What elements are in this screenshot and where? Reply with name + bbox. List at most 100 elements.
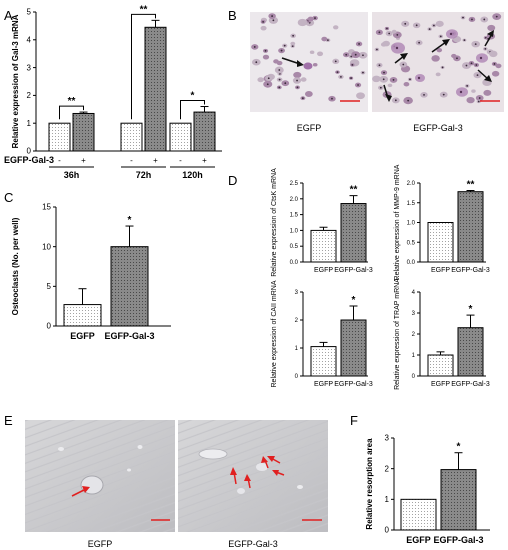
cell-nucleus xyxy=(471,18,473,21)
cell-nucleus xyxy=(301,97,304,100)
bar xyxy=(144,26,167,152)
osteoclast-nucleus xyxy=(459,90,463,94)
chart-d-caii: 0 1 2 3 Relative expression of CAII mRNA EGFP… xyxy=(271,280,373,388)
y-axis-label: Relative expression of CtsK mRNA xyxy=(271,168,278,277)
cell xyxy=(431,55,440,62)
cell-nucleus xyxy=(253,46,256,48)
bar xyxy=(400,498,437,531)
cell xyxy=(317,51,324,57)
significance-marker: * xyxy=(128,215,132,226)
category-label: EGFP xyxy=(406,535,431,545)
cell-nucleus xyxy=(262,20,265,23)
cell-nucleus xyxy=(336,71,339,74)
y-tick-label: 1.0 xyxy=(290,228,299,234)
osteoclast-nucleus xyxy=(395,46,399,50)
caption-b-egfp-gal3: EGFP-Gal-3 xyxy=(413,123,463,133)
y-tick-label: 1.5 xyxy=(290,213,299,219)
cell-nucleus xyxy=(474,43,477,46)
cell-nucleus xyxy=(334,60,337,63)
bar xyxy=(169,122,192,152)
cell-nucleus xyxy=(379,86,382,89)
cell xyxy=(262,54,270,60)
category-label: EGFP-Gal-3 xyxy=(104,331,154,341)
y-axis-label: Relative expression of TRAP mRNA xyxy=(394,278,401,390)
cell xyxy=(290,41,296,46)
cell-nucleus xyxy=(291,45,294,48)
cell-nucleus xyxy=(476,74,479,77)
cell-nucleus xyxy=(327,39,329,42)
panel-label-f: F xyxy=(350,413,358,428)
bar-sign-label: - xyxy=(58,156,61,165)
bar xyxy=(110,246,149,327)
y-tick-label: 0 xyxy=(27,147,32,156)
cell xyxy=(333,25,339,30)
cell xyxy=(321,36,328,42)
chart-c: 0 5 10 15 Osteoclasts (No. per well) EGFP EGFP… xyxy=(11,203,171,341)
cell-nucleus xyxy=(483,18,486,21)
significance-marker: * xyxy=(191,91,195,102)
category-label: EGFP xyxy=(431,381,450,388)
category-label: EGFP-Gal-3 xyxy=(433,535,483,545)
y-tick-label: 2 xyxy=(385,464,390,473)
cell xyxy=(387,83,393,88)
y-tick-label: 3 xyxy=(27,63,32,72)
cell-nucleus xyxy=(284,82,287,85)
cell-nucleus xyxy=(357,84,359,86)
cell xyxy=(435,72,441,77)
cell xyxy=(309,50,315,55)
y-tick-label: 3 xyxy=(295,290,299,296)
y-tick-label: 3 xyxy=(412,311,416,317)
micrograph-b-egfp xyxy=(250,12,368,112)
cell-nucleus xyxy=(386,27,388,30)
osteoclast-nucleus xyxy=(449,32,453,36)
significance-bracket xyxy=(59,105,84,120)
y-tick-label: 1.5 xyxy=(407,201,416,207)
micrograph-e-egfp xyxy=(25,420,175,532)
y-tick-label: 2 xyxy=(412,332,416,338)
cell-nucleus xyxy=(466,85,469,87)
bar-sign-label: - xyxy=(130,156,133,165)
significance-marker: * xyxy=(352,295,356,306)
cell xyxy=(391,29,397,34)
cell xyxy=(273,59,279,64)
y-tick-label: 1.0 xyxy=(407,221,416,227)
cell-nucleus xyxy=(292,34,295,37)
cell xyxy=(297,18,308,27)
cell-nucleus xyxy=(362,71,364,74)
osteoclast xyxy=(303,62,313,70)
category-label: EGFP xyxy=(70,331,95,341)
cell-nucleus xyxy=(478,97,481,99)
cell-nucleus xyxy=(350,77,352,79)
category-label: EGFP-Gal-3 xyxy=(334,381,373,388)
cell-nucleus xyxy=(439,35,442,38)
cell xyxy=(307,16,314,22)
chart-f: 0 1 2 3 Relative resorption area EGFP EGFP-Gal… xyxy=(365,434,490,545)
arrow-b-egfp xyxy=(281,57,304,67)
cell-nucleus xyxy=(314,17,316,19)
osteoclast-nucleus xyxy=(479,56,483,60)
significance-bracket xyxy=(180,100,205,120)
panel-label-e: E xyxy=(4,413,13,428)
y-tick-label: 3 xyxy=(385,434,390,443)
cell-nucleus xyxy=(378,31,381,34)
bar xyxy=(72,112,95,152)
cell-nucleus xyxy=(484,47,487,50)
category-label: EGFP xyxy=(314,267,333,274)
significance-marker: ** xyxy=(467,180,475,191)
cell-nucleus xyxy=(402,63,405,66)
cell xyxy=(372,75,381,83)
bar xyxy=(340,203,367,263)
y-tick-label: 2.0 xyxy=(290,197,299,203)
cell-nucleus xyxy=(442,93,445,96)
y-tick-label: 2.5 xyxy=(290,181,299,187)
cell-nucleus xyxy=(409,78,411,81)
cell xyxy=(293,71,302,79)
category-label: EGFP-Gal-3 xyxy=(451,267,490,274)
panel-label-a: A xyxy=(4,8,13,23)
cell-nucleus xyxy=(383,71,385,74)
chart-d-mmp9: 0.0 0.5 1.0 1.5 2.0 Relative expression of MM… xyxy=(394,164,490,280)
cell-nucleus xyxy=(495,15,498,18)
cell-nucleus xyxy=(376,48,378,51)
cell-nucleus xyxy=(418,41,421,44)
